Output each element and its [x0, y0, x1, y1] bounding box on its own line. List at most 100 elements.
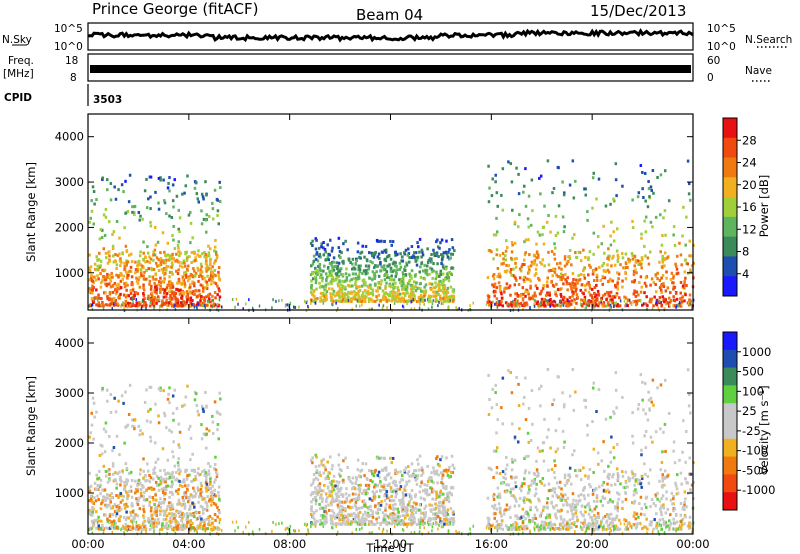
power-cell: [183, 271, 186, 275]
power-cell: [193, 274, 197, 278]
power-cell: [324, 272, 328, 276]
power-cell: [164, 268, 168, 272]
velocity-cell: [438, 504, 441, 508]
power-cell: [397, 288, 400, 292]
power-cell: [565, 282, 569, 286]
power-cell: [168, 254, 171, 258]
velocity-cell: [99, 492, 102, 496]
power-cell: [443, 299, 446, 303]
power-cell: [563, 295, 566, 299]
velocity-cell: [440, 455, 444, 459]
power-cell: [615, 227, 619, 231]
power-cell: [607, 247, 610, 251]
velocity-cell: [203, 497, 206, 501]
velocity-cell: [324, 492, 328, 496]
velocity-cell: [398, 487, 402, 491]
power-cell: [311, 293, 315, 297]
power-cell: [193, 259, 197, 263]
power-cell: [542, 300, 546, 304]
velocity-cell: [379, 479, 382, 483]
velocity-cell: [103, 450, 107, 454]
power-cell: [609, 307, 611, 311]
power-cell: [174, 292, 178, 296]
velocity-cell: [335, 484, 339, 488]
velocity-cell: [312, 478, 316, 482]
velocity-cell: [425, 488, 429, 492]
power-cell: [98, 237, 102, 241]
power-cell: [672, 233, 675, 237]
velocity-cell: [207, 469, 211, 473]
velocity-cell: [311, 481, 315, 485]
power-cell: [157, 283, 161, 287]
velocity-cell: [315, 470, 318, 474]
power-cell: [522, 258, 526, 262]
power-cell: [360, 284, 364, 288]
velocity-cell: [170, 430, 174, 434]
power-cell: [606, 301, 610, 305]
power-cell: [401, 259, 405, 263]
power-cell: [688, 293, 692, 297]
velocity-cell: [188, 507, 192, 511]
power-cell: [170, 282, 174, 286]
power-cell: [192, 289, 195, 293]
power-cell: [546, 291, 549, 295]
power-cell: [514, 292, 517, 296]
velocity-cell: [542, 441, 546, 445]
power-cell: [658, 295, 662, 299]
power-cell: [494, 233, 498, 237]
power-cell: [492, 277, 496, 281]
power-cell: [384, 291, 387, 295]
velocity-cell: [354, 480, 358, 484]
power-cell: [106, 297, 109, 301]
power-cell: [621, 184, 624, 188]
power-cell: [509, 267, 513, 271]
power-cell: [486, 300, 489, 304]
power-cell: [445, 276, 448, 280]
power-cell: [142, 240, 145, 244]
power-cell: [499, 290, 503, 294]
velocity-cell: [391, 481, 395, 485]
velocity-cell: [318, 482, 322, 486]
power-cell: [205, 287, 209, 291]
power-cell: [189, 296, 193, 300]
power-cell: [344, 239, 347, 243]
power-cell: [430, 267, 434, 271]
velocity-cell: [119, 492, 122, 496]
velocity-cell: [112, 446, 116, 450]
velocity-cell: [163, 510, 167, 514]
velocity-cell: [379, 521, 382, 525]
power-cell: [168, 275, 171, 279]
power-cell: [524, 251, 527, 255]
power-cell: [171, 304, 174, 308]
power-cell: [284, 304, 287, 308]
power-cell: [438, 286, 441, 290]
power-cell: [178, 250, 181, 254]
power-cell: [381, 289, 385, 293]
power-cell: [592, 279, 596, 283]
velocity-cell: [209, 523, 212, 527]
power-cell: [143, 302, 146, 306]
velocity-cell: [417, 518, 421, 522]
velocity-cell: [346, 465, 349, 469]
velocity-cell: [352, 520, 355, 524]
velocity-cell: [416, 458, 419, 462]
velocity-cell: [95, 510, 98, 514]
power-cell: [616, 281, 619, 285]
velocity-cell: [144, 498, 147, 502]
velocity-cell: [162, 477, 165, 481]
velocity-cell: [614, 388, 618, 392]
velocity-cell: [155, 510, 158, 514]
power-cell: [90, 274, 93, 278]
velocity-cell: [385, 522, 389, 526]
velocity-cell: [351, 487, 354, 491]
power-cell: [93, 298, 95, 302]
velocity-cell: [210, 490, 214, 494]
power-cell: [93, 262, 97, 266]
velocity-cell: [124, 527, 128, 531]
velocity-cell: [339, 486, 343, 490]
power-cell: [626, 301, 629, 305]
power-cell: [593, 285, 597, 289]
power-cell: [183, 273, 186, 277]
power-cell: [406, 253, 410, 257]
velocity-cell: [448, 465, 451, 469]
